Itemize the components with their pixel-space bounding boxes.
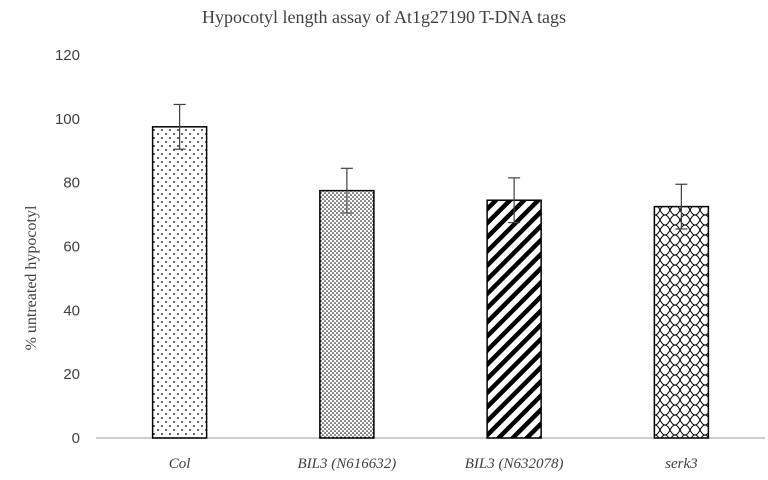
x-category-label: BIL3 (N632078) <box>465 456 564 472</box>
x-category-label: BIL3 (N616632) <box>298 456 397 472</box>
bar-2 <box>319 189 375 439</box>
category-labels: Col BIL3 (N616632) BIL3 (N632078) serk3 <box>169 456 698 472</box>
error-bar-3 <box>508 177 521 224</box>
y-axis-ticks: 0 20 40 60 80 100 120 <box>55 47 80 447</box>
error-bar-4 <box>675 183 688 230</box>
y-tick-label: 120 <box>55 47 80 64</box>
y-tick-label: 40 <box>63 302 80 319</box>
error-bar-2 <box>340 167 353 214</box>
x-category-label: Col <box>169 456 191 472</box>
x-category-label: serk3 <box>665 456 698 472</box>
error-bars <box>173 103 688 230</box>
y-tick-label: 0 <box>72 430 80 447</box>
chart-title: Hypocotyl length assay of At1g27190 T-DN… <box>202 7 566 27</box>
y-axis-label: % untreated hypocotyl <box>23 205 40 350</box>
y-tick-label: 60 <box>63 239 80 256</box>
bar-1 <box>151 126 208 439</box>
error-bar-1 <box>173 103 186 150</box>
y-tick-label: 20 <box>63 366 80 383</box>
bars <box>151 126 710 439</box>
y-tick-label: 100 <box>55 111 80 128</box>
bar-4 <box>653 205 710 439</box>
y-tick-label: 80 <box>63 175 80 192</box>
bar-3 <box>486 199 542 439</box>
